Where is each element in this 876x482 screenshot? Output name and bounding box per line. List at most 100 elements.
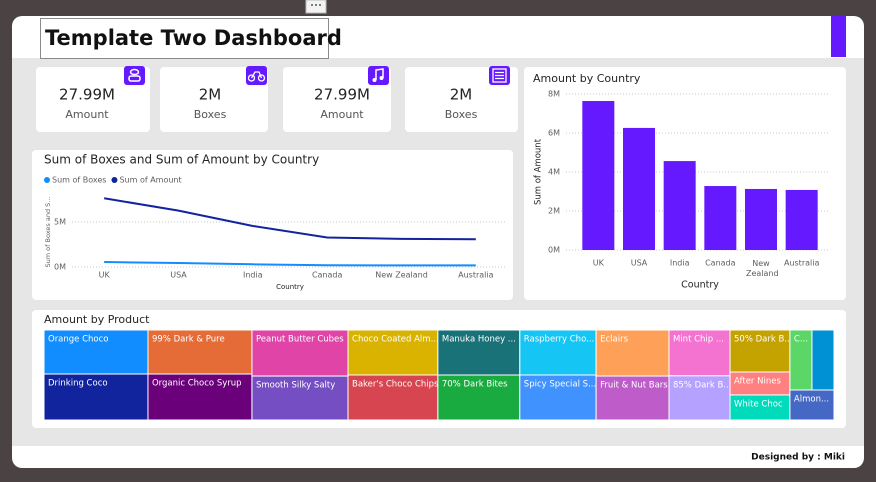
treemap-tile [347,374,439,421]
treemap-label: Organic Choco Syrup [152,379,242,389]
treemap-cell: Mint Chip ... [668,329,731,377]
y-axis-title: Sum of Amount [534,138,544,205]
card-label: Boxes [194,108,227,121]
treemap-tile [43,329,149,375]
y-tick-label: 2M [548,207,560,216]
icon-glyph [129,68,140,76]
bar [623,127,655,250]
bar [785,189,818,250]
card-value: 2M [450,86,473,104]
card-value: 2M [199,86,222,104]
treemap-cell: 85% Dark B... [668,375,731,421]
treemap-label: C... [794,335,808,345]
treemap-cell: 99% Dark & Pure [147,329,253,375]
chart-title: Amount by Country [533,72,641,85]
card-label: Boxes [445,108,478,121]
card-label: Amount [320,108,364,121]
y-tick-label: 6M [548,129,560,138]
icon-glyph [375,68,384,80]
dot [311,4,313,6]
treemap-tile [729,329,791,373]
bar [745,188,777,250]
x-axis-title: Country [276,283,304,291]
treemap-cell: Baker's Choco Chips [347,374,439,421]
treemap-cell: Spicy Special S... [519,374,597,421]
y-tick-label: 5M [54,218,66,227]
treemap-cell: Eclairs [595,329,670,377]
icon-glyph [379,76,384,80]
dot [315,4,317,6]
legend-marker [111,177,118,183]
treemap-tile [729,394,791,421]
treemap-cell: Smooth Silky Salty [251,375,349,421]
treemap-label: After Nines [734,377,781,387]
x-tick-label: Canada [705,259,736,268]
y-tick-label: 8M [548,90,560,99]
x-tick-label: Canada [312,271,343,280]
treemap-label: Peanut Butter Cubes [256,335,344,345]
x-tick-label: USA [631,259,648,268]
x-axis-title: Country [681,280,719,291]
treemap-tile [519,329,597,376]
card-value: 27.99M [314,86,370,104]
footer-credit: Designed by : Miki [751,453,845,463]
treemap-tile [519,374,597,421]
treemap-label: Drinking Coco [48,379,108,389]
treemap-label: 50% Dark B... [734,335,792,345]
dot [319,4,321,6]
icon-glyph [257,74,266,82]
card-icon [368,66,389,85]
more-options-tab[interactable] [305,0,327,14]
kpi-card: 27.99M Amount [36,66,150,132]
treemap-cell: Organic Choco Syrup [147,373,253,421]
y-axis-title: Sum of Boxes and S... [44,197,52,268]
kpi-card: 2M Boxes [405,66,518,132]
card-value: 27.99M [59,86,115,104]
card-background [283,67,391,132]
bar [663,161,696,250]
treemap-cell: 50% Dark B... [729,329,792,373]
line-series [104,197,476,241]
chart-title: Sum of Boxes and Sum of Amount by Countr… [44,153,319,167]
icon-glyph [247,74,256,82]
bar [582,101,615,251]
treemap-cell: Orange Choco [43,329,149,375]
x-tick-label: UK [99,271,111,280]
kpi-card: 2M Boxes [160,66,268,132]
treemap-cell: Peanut Butter Cubes [251,329,349,377]
treemap-label: Smooth Silky Salty [256,381,335,391]
treemap-cell: C... [789,329,813,391]
y-tick-label: 0M [548,246,560,255]
treemap-label: Almon... [794,395,829,405]
card-background [36,67,150,132]
treemap-label: 85% Dark B... [673,380,731,390]
bar [704,186,737,250]
icon-glyph [250,71,263,79]
y-tick-label: 0M [54,263,66,272]
dashboard-title: Template Two Dashboard [45,26,342,50]
treemap-cell: Almon... [789,389,835,421]
x-tick-label: USA [170,271,187,280]
treemap-tile [789,389,835,421]
treemap-cell: Fruit & Nut Bars [595,375,670,421]
treemap-label: Fruit & Nut Bars [600,381,668,391]
treemap-cell: Manuka Honey ... [437,329,521,376]
x-tick-label: Australia [784,259,819,268]
x-tick-label: New Zealand [375,271,428,280]
legend-label: Sum of Amount [119,176,181,185]
treemap-tile [251,375,349,421]
treemap-tile [251,329,349,377]
x-tick-label: Australia [458,271,493,280]
treemap-tile [668,375,731,421]
x-tick-label: India [670,259,690,268]
legend-marker [44,177,50,183]
card-icon [246,66,267,85]
treemap-tile [668,329,731,377]
treemap-tile [147,329,253,375]
x-tick-label: India [243,271,263,280]
treemap-cell: 70% Dark Bites [437,374,521,421]
card-background [160,67,268,132]
treemap-cell: Drinking Coco [43,373,149,421]
treemap-label: White Choc [734,399,783,409]
